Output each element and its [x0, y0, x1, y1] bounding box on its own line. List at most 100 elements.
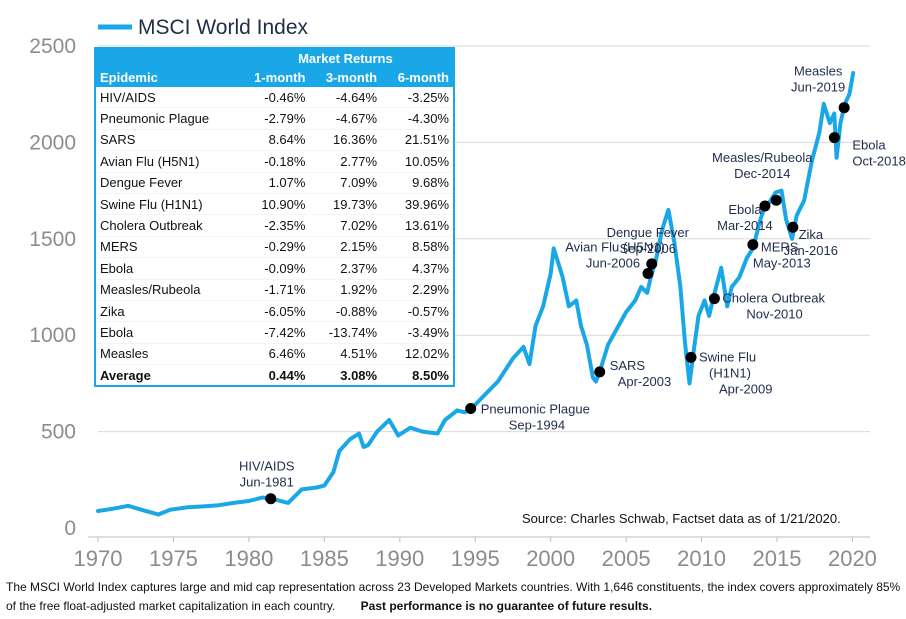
table-cell-return: 3.08% [309, 364, 382, 387]
x-tick-label: 1985 [300, 546, 349, 571]
table-cell-return: 16.36% [309, 129, 382, 152]
table-cell-return: -4.30% [381, 107, 454, 130]
table-cell-epidemic: Cholera Outbreak [95, 214, 238, 237]
event-marker [708, 293, 720, 305]
table-cell-return: 2.37% [309, 257, 382, 280]
event-marker [770, 194, 782, 206]
event-label: HIV/AIDS [239, 459, 295, 474]
event-label: Avian Flu (H5N1) [565, 240, 664, 255]
event-label: Measles [794, 64, 843, 79]
table-row: Avian Flu (H5N1) -0.18% 2.77% 10.05% [95, 150, 454, 173]
table-cell-return: 1.07% [237, 172, 310, 194]
table-cell-epidemic: MERS [95, 236, 238, 259]
y-tick-label: 2000 [29, 131, 76, 154]
column-header-3-month: 3-month [309, 68, 382, 87]
table-cell-return: -2.35% [237, 214, 310, 237]
table-cell-return: 8.58% [381, 236, 454, 259]
table-cell-return: 19.73% [309, 193, 382, 216]
footnote-text: The MSCI World Index captures large and … [6, 580, 901, 613]
table-row: Measles 6.46% 4.51% 12.02% [95, 343, 454, 366]
table-cell-return: -7.42% [237, 321, 310, 344]
table-cell-return: 13.61% [381, 214, 454, 237]
event-label: Ebola [728, 202, 762, 217]
event-marker [787, 221, 799, 233]
table-cell-return: 4.51% [309, 343, 382, 366]
table-cell-return: 21.51% [381, 129, 454, 152]
source-note: Source: Charles Schwab, Factset data as … [522, 511, 841, 526]
legend-label: MSCI World Index [138, 16, 308, 39]
x-tick-label: 1990 [375, 546, 424, 571]
table-cell-return: -3.49% [381, 321, 454, 344]
event-label: Zika [799, 227, 824, 242]
table-row: Pneumonic Plague -2.79% -4.67% -4.30% [95, 107, 454, 130]
event-label: MERS [761, 240, 799, 255]
table-cell-epidemic: HIV/AIDS [95, 87, 238, 109]
event-label: SARS [610, 358, 646, 373]
table-cell-return: -0.18% [237, 150, 310, 173]
event-date: Dec-2014 [734, 166, 790, 181]
event-marker [838, 102, 850, 114]
event-date: Mar-2014 [717, 218, 773, 233]
table-cell-return: 8.64% [237, 129, 310, 152]
event-label: Ebola [852, 138, 886, 153]
event-label: Pneumonic Plague [481, 401, 590, 416]
table-cell-return: -6.05% [237, 300, 310, 323]
table-average-row: Average 0.44% 3.08% 8.50% [95, 364, 454, 387]
event-marker [465, 402, 477, 414]
table-cell-return: -0.29% [237, 236, 310, 259]
market-returns-table: Market Returns Epidemic 1-month 3-month … [94, 47, 455, 388]
table-cell-return: -4.64% [309, 87, 382, 109]
table-cell-return: 9.68% [381, 172, 454, 194]
table-cell-epidemic: Pneumonic Plague [95, 107, 238, 130]
table-cell-return: -0.09% [237, 257, 310, 280]
event-3: Avian Flu (H5N1)Jun-2006 [565, 240, 665, 280]
table-cell-return: 4.37% [381, 257, 454, 280]
legend: MSCI World Index [98, 16, 308, 39]
event-marker [685, 351, 697, 363]
event-marker [265, 493, 277, 505]
table-cell-epidemic: Ebola [95, 321, 238, 344]
column-header-6-month: 6-month [381, 68, 454, 87]
event-5: Swine Flu(H1N1)Apr-2009 [685, 349, 772, 396]
x-tick-label: 1980 [224, 546, 273, 571]
event-marker [747, 239, 759, 251]
event-date: Nov-2010 [746, 307, 802, 322]
y-tick-label: 2500 [29, 35, 76, 58]
axes: 0 500 1000 1500 2000 2500 1970 1975 1980 1985 1990… [29, 35, 877, 571]
table-cell-return: -0.88% [309, 300, 382, 323]
table-cell-epidemic: Measles/Rubeola [95, 279, 238, 301]
x-tick-label: 2010 [677, 546, 726, 571]
table-cell-return: -2.79% [237, 107, 310, 130]
table-group-header-row: Market Returns [95, 48, 454, 68]
event-label: Cholera Outbreak [722, 291, 825, 306]
table-cell-return: 10.90% [237, 193, 310, 216]
table-cell-return: 2.77% [309, 150, 382, 173]
table-row: HIV/AIDS -0.46% -4.64% -3.25% [95, 87, 454, 109]
table-body: HIV/AIDS -0.46% -4.64% -3.25% Pneumonic Plag… [95, 87, 454, 387]
y-tick-label: 1500 [29, 228, 76, 251]
table-group-spacer [95, 48, 238, 68]
table-cell-return: 7.02% [309, 214, 382, 237]
table-cell-return: 2.15% [309, 236, 382, 259]
table-cell-return: 0.44% [237, 364, 310, 387]
column-header-epidemic: Epidemic [95, 68, 238, 87]
table-row: Ebola -7.42% -13.74% -3.49% [95, 321, 454, 344]
table-row: Dengue Fever 1.07% 7.09% 9.68% [95, 172, 454, 194]
x-tick-label: 1975 [149, 546, 198, 571]
x-tick-label: 2020 [828, 546, 877, 571]
event-marker [646, 258, 658, 270]
y-tick-label: 0 [64, 517, 76, 540]
event-label: Swine Flu [699, 349, 756, 364]
table-cell-return: 1.92% [309, 279, 382, 301]
table-cell-epidemic: Measles [95, 343, 238, 366]
table-cell-return: 8.50% [381, 364, 454, 387]
